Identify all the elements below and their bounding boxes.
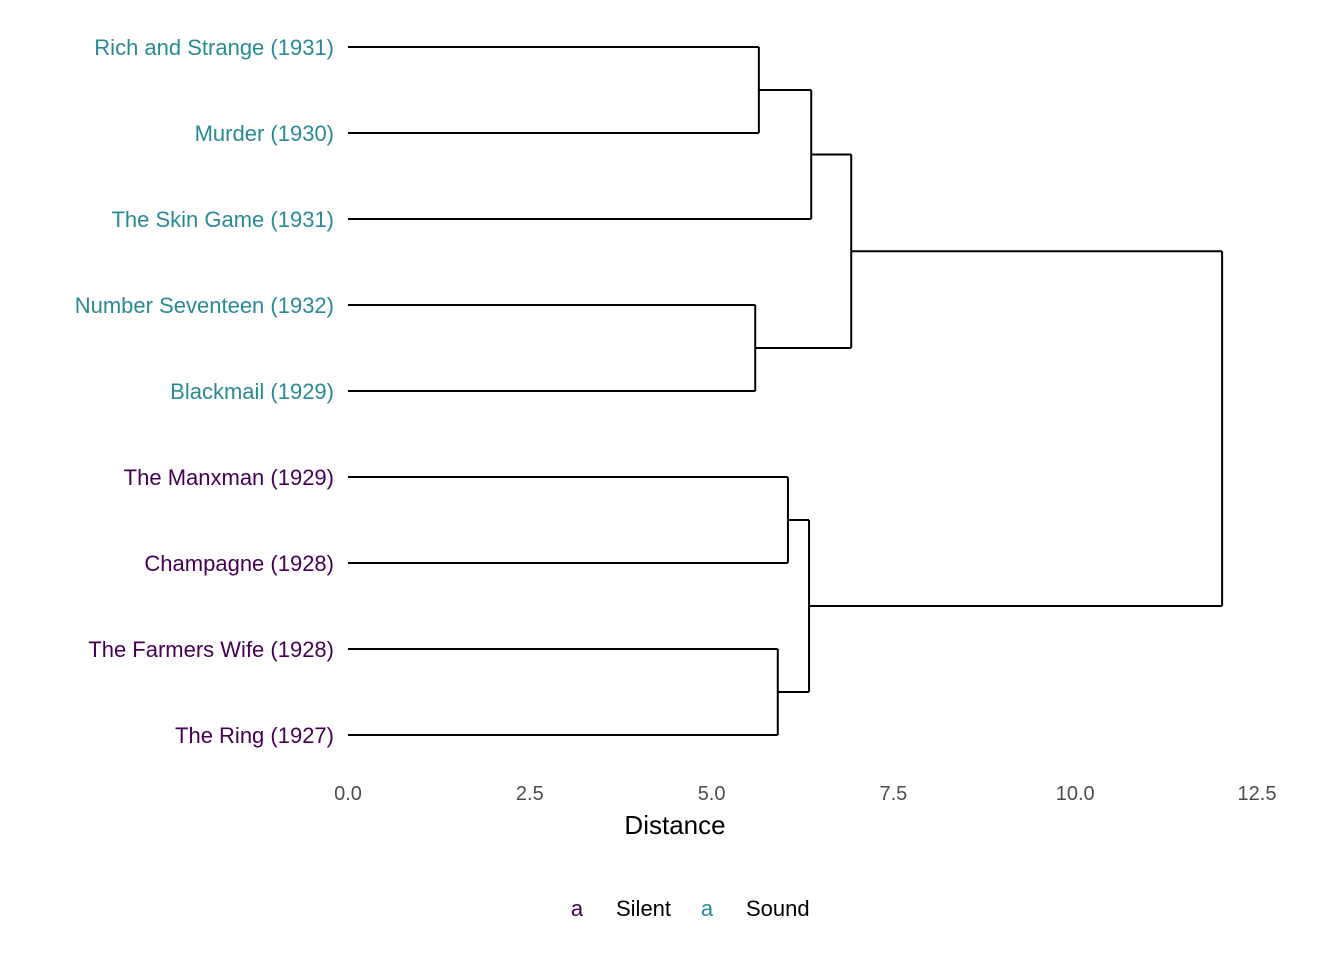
x-axis-title: Distance xyxy=(624,810,725,840)
leaf-label-4: Blackmail (1929) xyxy=(170,379,334,404)
x-tick-label-0: 0.0 xyxy=(334,783,362,805)
leaf-label-8: The Ring (1927) xyxy=(175,723,334,748)
leaf-label-2: The Skin Game (1931) xyxy=(111,207,334,232)
x-tick-label-2: 5.0 xyxy=(698,783,726,805)
leaf-label-3: Number Seventeen (1932) xyxy=(75,293,334,318)
leaf-label-0: Rich and Strange (1931) xyxy=(94,35,334,60)
x-tick-label-4: 10.0 xyxy=(1056,783,1095,805)
leaf-label-5: The Manxman (1929) xyxy=(124,465,334,490)
legend-key-silent: a xyxy=(571,896,584,921)
x-tick-label-3: 7.5 xyxy=(879,783,907,805)
legend: a Silent a Sound xyxy=(571,896,810,921)
leaf-label-6: Champagne (1928) xyxy=(144,551,334,576)
x-tick-label-5: 12.5 xyxy=(1238,783,1277,805)
legend-label-sound: Sound xyxy=(746,896,810,921)
leaf-labels: Rich and Strange (1931) Murder (1930) The … xyxy=(75,35,334,748)
x-tick-label-1: 2.5 xyxy=(516,783,544,805)
legend-key-sound: a xyxy=(701,896,714,921)
leaf-label-7: The Farmers Wife (1928) xyxy=(88,637,334,662)
legend-label-silent: Silent xyxy=(616,896,671,921)
dendrogram-branches xyxy=(348,46,1224,736)
x-axis: 0.0 2.5 5.0 7.5 10.0 12.5 xyxy=(334,783,1276,805)
leaf-label-1: Murder (1930) xyxy=(195,121,334,146)
